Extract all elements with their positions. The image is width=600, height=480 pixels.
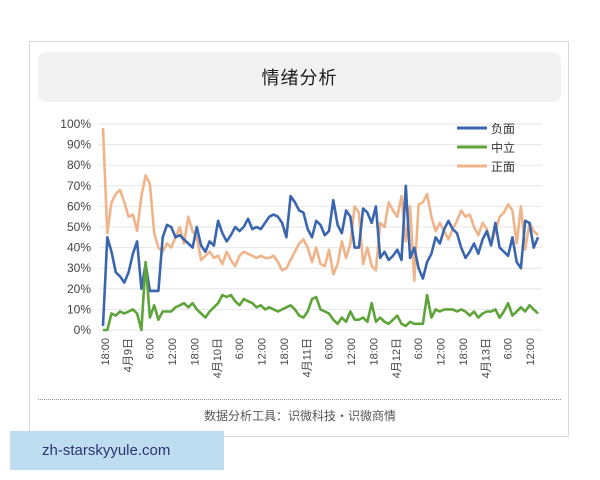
watermark-banner: zh-starskyyule.com [10,431,224,470]
x-tick-label: 6:00 [145,338,157,359]
x-tick-label: 18:00 [368,338,380,366]
footer-source: 数据分析工具：识微科技・识微商情 [203,409,396,423]
x-tick-label: 18:00 [458,338,470,366]
y-tick-label: 80% [67,158,91,172]
x-tick-label: 4月9日 [122,338,134,372]
x-tick-label: 4月12日 [391,338,403,378]
x-tick-label: 4月13日 [480,338,492,378]
watermark-text: zh-starskyyule.com [42,442,171,459]
legend-label: 中立 [491,140,515,155]
chart-title: 情绪分析 [38,52,561,102]
x-tick-label: 12:00 [525,338,537,366]
x-tick-label: 12:00 [257,338,269,366]
x-tick-label: 12:00 [436,338,448,366]
y-tick-label: 40% [67,241,91,255]
y-tick-label: 60% [67,199,91,213]
x-tick-label: 4月11日 [301,338,313,378]
y-tick-label: 0% [74,323,92,337]
x-tick-label: 6:00 [234,338,246,359]
footer-divider [38,399,561,400]
series-line-2 [101,128,539,282]
legend-label: 正面 [491,160,515,174]
series-line-0 [101,184,540,326]
x-tick-label: 18:00 [279,338,291,366]
x-tick-label: 18:00 [100,338,112,366]
x-tick-label: 4月10日 [212,338,224,378]
y-tick-label: 50% [67,220,91,234]
y-tick-label: 30% [67,261,91,275]
y-tick-label: 20% [67,282,91,296]
x-tick-label: 18:00 [189,338,201,366]
y-tick-label: 100% [60,117,91,131]
sentiment-line-chart: 0% 10% 20% 30% 40% 50% 60% 70% 80% 90% 100% 18:00 4月… [60,117,542,378]
y-tick-label: 90% [67,138,91,152]
x-tick-label: 6:00 [324,338,336,359]
legend-label: 负面 [491,122,515,136]
sentiment-card: 情绪分析 0% 10% 20% 30% 40% 50% 60% 70% 80% 90% 100% 18… [29,41,569,437]
y-tick-label: 70% [67,179,91,193]
x-tick-label: 12:00 [167,338,179,366]
series-line-1 [103,260,539,332]
y-tick-label: 10% [67,302,91,316]
x-tick-label: 6:00 [503,338,515,359]
x-tick-label: 12:00 [346,338,358,366]
x-tick-label: 6:00 [413,338,425,359]
